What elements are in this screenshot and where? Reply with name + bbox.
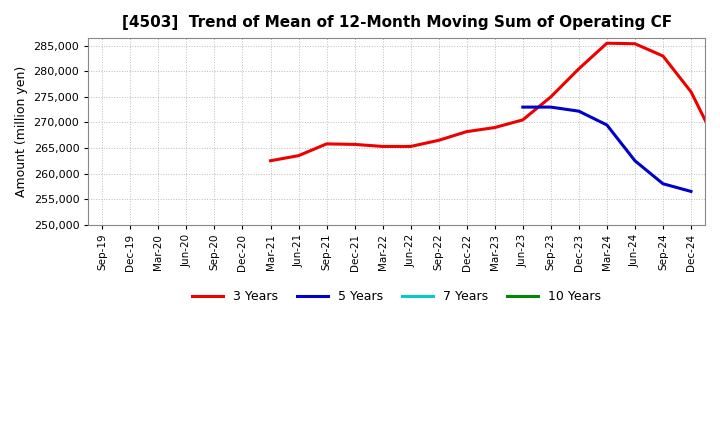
Y-axis label: Amount (million yen): Amount (million yen) xyxy=(15,66,28,197)
Legend: 3 Years, 5 Years, 7 Years, 10 Years: 3 Years, 5 Years, 7 Years, 10 Years xyxy=(187,285,606,308)
Title: [4503]  Trend of Mean of 12-Month Moving Sum of Operating CF: [4503] Trend of Mean of 12-Month Moving … xyxy=(122,15,672,30)
